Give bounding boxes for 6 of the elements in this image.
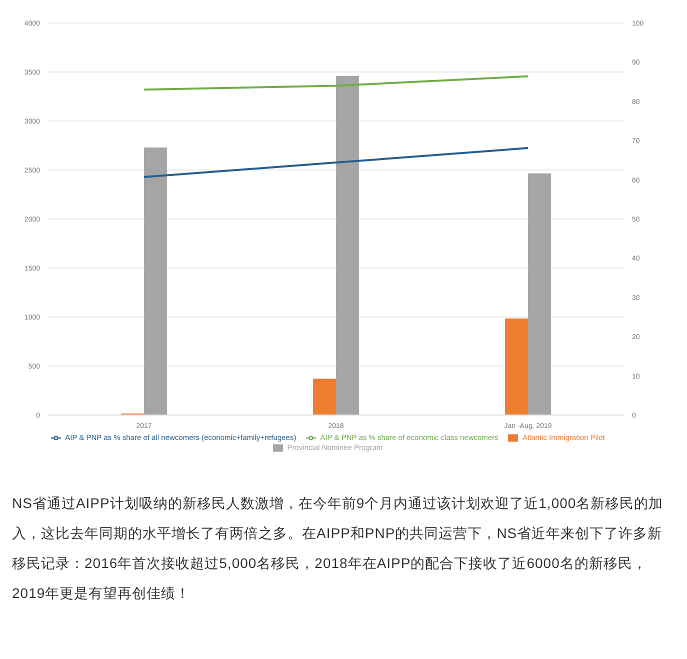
bar bbox=[528, 173, 551, 415]
bar bbox=[504, 318, 528, 415]
bar bbox=[336, 76, 359, 415]
bar bbox=[312, 378, 336, 415]
text: NS省通过AIPP计划吸纳的新移民人数激增，在今年前9个月内通过该计划欢迎了近1,000名新移民的加入，这比去年同期的水平增长了有两倍之多。在AIPP和PNP的共同运营下，NS省近年来创下了许多新移民记录：2016年首次接收超过5,000名移民，2018年在AIPP的配合下接收了近6000名的新移民，2019年更是有望再创佳绩！ bbox=[12, 494, 664, 603]
bar bbox=[144, 147, 167, 415]
